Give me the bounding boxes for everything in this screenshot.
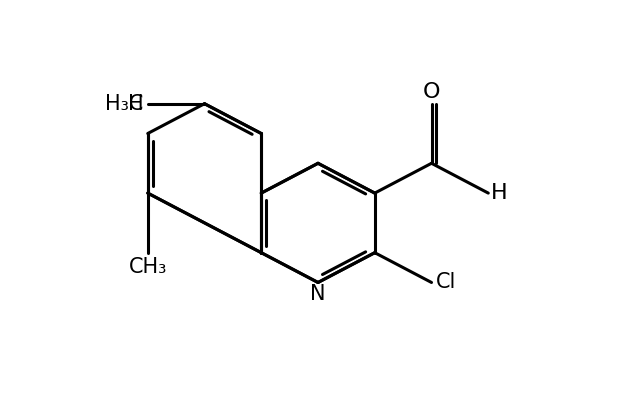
Text: H: H xyxy=(492,183,508,203)
Text: H: H xyxy=(128,94,144,114)
Text: H₃C: H₃C xyxy=(106,94,144,114)
Text: Cl: Cl xyxy=(435,272,456,293)
Text: CH₃: CH₃ xyxy=(129,257,167,276)
Text: O: O xyxy=(423,82,440,102)
Text: N: N xyxy=(310,284,326,304)
